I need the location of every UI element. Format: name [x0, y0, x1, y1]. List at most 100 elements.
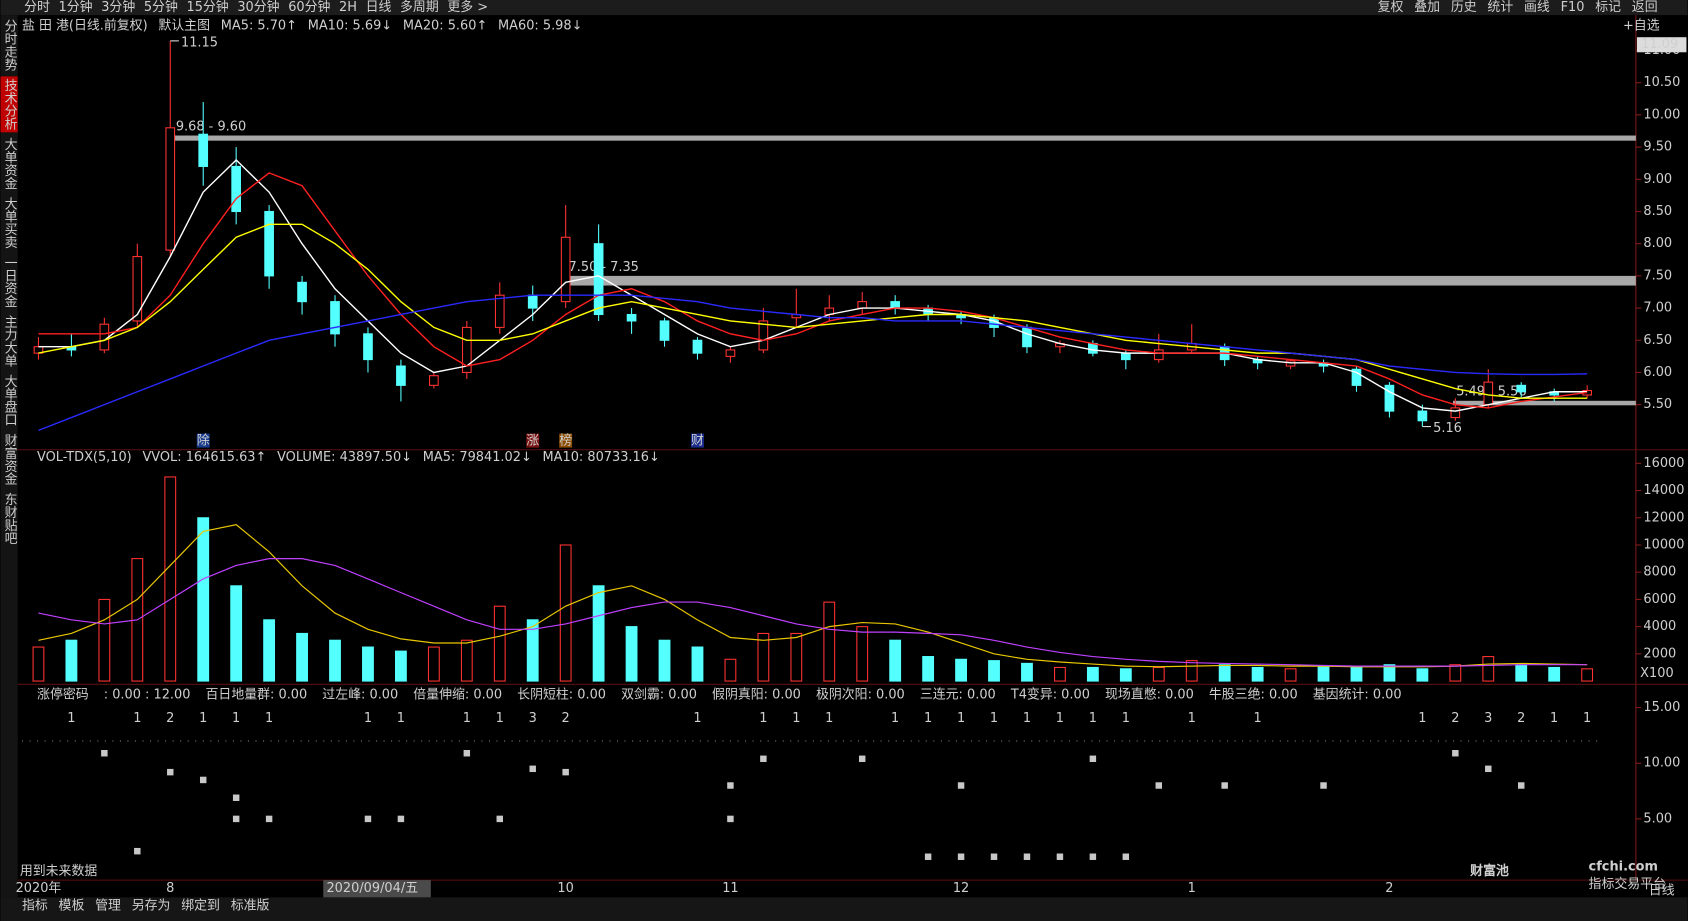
footer-tab[interactable]: 管理: [95, 898, 121, 913]
band-label: 9.68 - 9.60: [176, 119, 246, 134]
price-band: [565, 275, 1636, 286]
candle-body: [659, 320, 670, 341]
event-badge-bg: [691, 433, 704, 448]
volume-bar: [98, 598, 111, 682]
volume-bar: [1449, 664, 1462, 682]
volume-bar: [1152, 666, 1165, 682]
indicator-value: 基因统计: 0.00: [1313, 688, 1402, 703]
period-tab[interactable]: 3分钟: [101, 0, 135, 15]
y-tick-label: 7.00: [1643, 301, 1672, 316]
count-label: 1: [891, 711, 899, 726]
sidebar-active: [0, 76, 18, 133]
period-tab[interactable]: 2H: [339, 0, 357, 15]
count-label: 1: [1089, 711, 1097, 726]
tool-button[interactable]: 画线: [1524, 0, 1550, 15]
footer-tab[interactable]: 另存为: [132, 898, 171, 913]
watermark-tagline: 指标交易平台: [1589, 876, 1666, 892]
period-tab[interactable]: 60分钟: [288, 0, 330, 15]
period-tab[interactable]: 多周期: [400, 0, 439, 15]
sidebar-tab[interactable]: 大单盘口: [2, 374, 17, 426]
candle-body: [231, 165, 242, 213]
footer-tab[interactable]: 模板: [59, 898, 85, 913]
indicator-value: 三连元: 0.00: [920, 687, 996, 703]
legend-entry: MA60: 5.98↓: [498, 18, 582, 33]
candle-body: [1088, 342, 1098, 354]
signal-dot: [1023, 853, 1031, 860]
toolbar-bg: [0, 0, 1688, 16]
x-tick-label: 2: [1385, 881, 1393, 896]
event-badge-bg: [196, 433, 210, 448]
candle-body: [593, 243, 604, 316]
candle-body: [297, 281, 307, 303]
tool-button[interactable]: 统计: [1487, 0, 1513, 15]
candle-body: [560, 236, 571, 303]
sidebar-tab[interactable]: 分时走势: [2, 19, 17, 72]
sidebar-tab[interactable]: 大单买卖: [2, 197, 17, 249]
tool-button[interactable]: 复权: [1378, 0, 1404, 15]
volume-bar: [1054, 666, 1066, 682]
tool-button[interactable]: 叠加: [1414, 0, 1440, 15]
volume-bar: [955, 658, 967, 682]
volume-bar: [1515, 664, 1528, 682]
chart-title: 默认主图: [158, 17, 210, 33]
candle-body: [527, 294, 538, 309]
sidebar-tab[interactable]: 技术分析: [2, 79, 17, 131]
unit-label: X100: [1640, 666, 1673, 681]
footer-tab[interactable]: 指标: [22, 898, 48, 913]
sidebar-tab[interactable]: 一日资金: [2, 256, 17, 308]
count-label: 1: [1023, 711, 1031, 726]
candle-body: [857, 301, 868, 309]
volume-bar: [65, 639, 78, 682]
candle-body: [1153, 349, 1164, 361]
y-tick-label: 7.50: [1643, 268, 1672, 283]
sidebar-tab[interactable]: 东财贴吧: [2, 493, 17, 545]
y-tick-label: 9.00: [1643, 172, 1672, 187]
candle-body: [692, 339, 703, 354]
volume-bar: [1317, 665, 1330, 682]
volume-bar: [1416, 668, 1429, 682]
count-label: 1: [463, 711, 471, 726]
x-tick-label: 11: [722, 881, 738, 896]
tool-button[interactable]: F10: [1561, 0, 1585, 15]
period-tab[interactable]: 30分钟: [237, 0, 279, 15]
tool-button[interactable]: 标记: [1595, 0, 1621, 15]
watchlist-button[interactable]: +自选: [1623, 18, 1660, 33]
footer-tab[interactable]: 绑定到: [181, 898, 220, 913]
indicator-value: T4变异: 0.00: [1010, 687, 1090, 703]
sidebar-tab[interactable]: 大单资金: [2, 138, 17, 190]
volume-bar: [691, 646, 704, 682]
signal-dot: [167, 768, 174, 776]
footer-tab[interactable]: 标准版: [231, 898, 270, 913]
indicator-value: 牛股三绝: 0.00: [1209, 687, 1298, 703]
period-tab[interactable]: 分时: [24, 0, 50, 15]
signal-dot: [1122, 853, 1130, 860]
sidebar-tab[interactable]: 财富资金: [2, 434, 17, 486]
sidebar-tab[interactable]: 主力大单: [2, 315, 17, 367]
period-tab[interactable]: 更多 >: [447, 0, 488, 15]
count-label: 1: [1418, 711, 1426, 726]
period-tab[interactable]: 15分钟: [186, 0, 228, 15]
signal-dot: [1485, 765, 1492, 773]
legend-entry: MA10: 5.69↓: [308, 18, 392, 33]
period-tab[interactable]: 日线: [366, 0, 392, 15]
candle-body: [363, 333, 373, 361]
volume-bar: [1021, 662, 1033, 682]
y-tick-label: 8.50: [1643, 204, 1672, 219]
count-label: 3: [529, 711, 537, 726]
period-tab[interactable]: 1分钟: [59, 0, 93, 15]
period-tab[interactable]: 5分钟: [144, 0, 178, 15]
panel-title: VOL-TDX(5,10): [37, 450, 132, 465]
candle-body: [264, 210, 274, 277]
signal-dot: [727, 815, 734, 823]
legend-entry: MA20: 5.60↑: [403, 18, 487, 33]
tool-button[interactable]: 历史: [1451, 0, 1477, 15]
signal-dot: [496, 815, 503, 823]
tool-button[interactable]: 返回: [1632, 0, 1658, 15]
volume-bar: [1383, 664, 1396, 682]
y-tick-label: 15.00: [1643, 700, 1680, 715]
candle-body: [1516, 384, 1527, 393]
band-label: 7.50 - 7.35: [569, 260, 639, 275]
signal-dot: [1452, 750, 1459, 757]
volume-bar: [296, 632, 308, 682]
event-badge: 财: [691, 434, 704, 449]
